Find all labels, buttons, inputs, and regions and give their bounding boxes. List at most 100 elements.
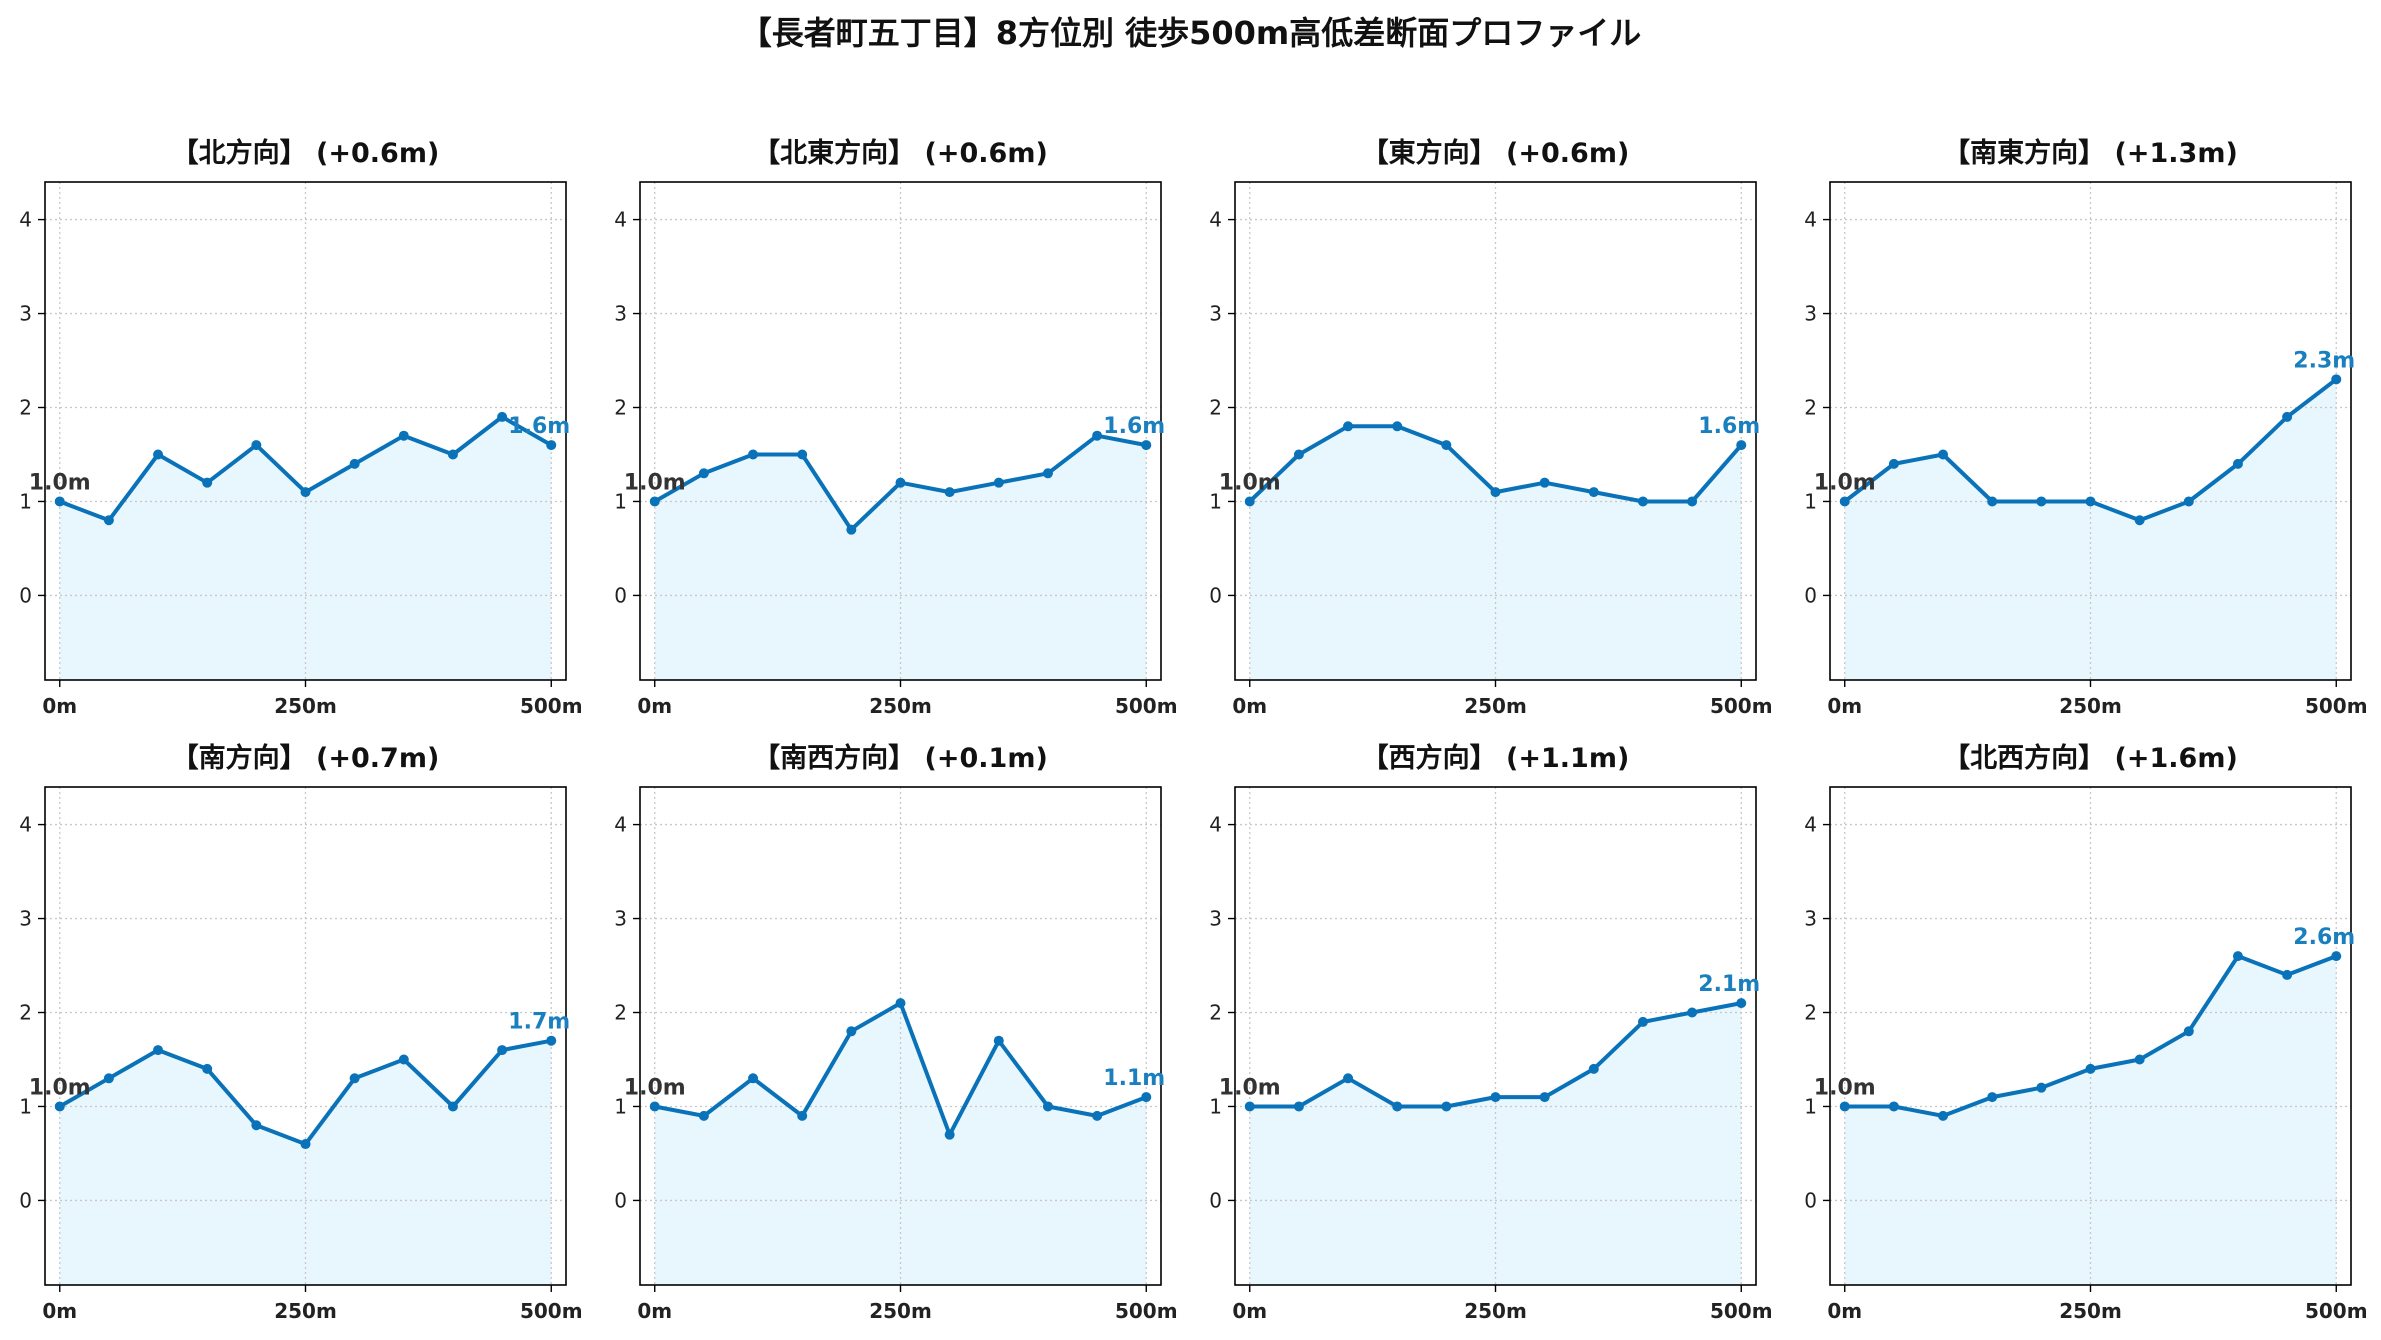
chart-panel: 【北西方向】 (+1.6m) 0 1 2 3 4 0m 250m 500m 1.0m 2.6m <box>1804 742 2367 1323</box>
data-point <box>2331 951 2342 962</box>
panel-title: 【東方向】 (+0.6m) <box>1362 137 1630 169</box>
data-point <box>1637 1016 1648 1027</box>
start-value-label: 1.0m <box>29 1075 91 1100</box>
y-tick-label: 4 <box>1209 813 1222 837</box>
data-point <box>846 1026 857 1037</box>
data-point <box>2282 411 2293 422</box>
data-point <box>1839 1101 1850 1112</box>
chart-panel: 【南西方向】 (+0.1m) 0 1 2 3 4 0m 250m 500m 1.0m 1.1m <box>614 742 1177 1323</box>
data-point <box>103 1073 114 1084</box>
data-point <box>1687 496 1698 507</box>
start-value-label: 1.0m <box>1219 1075 1281 1100</box>
x-tick-label: 250m <box>1464 1299 1527 1323</box>
data-point <box>1938 449 1949 460</box>
data-point <box>698 468 709 479</box>
end-value-label: 1.7m <box>508 1010 570 1035</box>
data-point <box>349 458 360 469</box>
y-tick-label: 3 <box>614 302 627 326</box>
data-point <box>1539 477 1550 488</box>
y-tick-label: 1 <box>1209 1094 1222 1118</box>
start-value-label: 1.0m <box>1814 1075 1876 1100</box>
end-value-label: 1.6m <box>508 414 570 439</box>
y-tick-label: 0 <box>19 583 32 607</box>
x-tick-label: 250m <box>274 694 337 718</box>
data-point <box>2085 496 2096 507</box>
data-point <box>2085 1063 2096 1074</box>
data-point <box>1588 1063 1599 1074</box>
x-tick-label: 0m <box>1827 694 1862 718</box>
data-point <box>1293 449 1304 460</box>
data-point <box>944 487 955 498</box>
data-point <box>846 524 857 535</box>
y-tick-label: 4 <box>19 813 32 837</box>
data-point <box>1888 458 1899 469</box>
y-tick-label: 4 <box>614 208 627 232</box>
y-tick-label: 2 <box>1209 1001 1222 1025</box>
y-tick-label: 3 <box>19 302 32 326</box>
y-tick-label: 3 <box>19 907 32 931</box>
y-tick-label: 1 <box>1804 489 1817 513</box>
data-point <box>2134 1054 2145 1065</box>
data-point <box>1244 496 1255 507</box>
y-tick-label: 3 <box>614 907 627 931</box>
data-point <box>153 449 164 460</box>
x-tick-label: 0m <box>1232 1299 1267 1323</box>
data-point <box>1141 1092 1152 1103</box>
data-point <box>2282 969 2293 980</box>
data-point <box>1392 1101 1403 1112</box>
data-point <box>1588 487 1599 498</box>
data-point <box>153 1045 164 1056</box>
x-tick-label: 250m <box>2059 1299 2122 1323</box>
data-point <box>1042 1101 1053 1112</box>
y-tick-label: 4 <box>1209 208 1222 232</box>
start-value-label: 1.0m <box>1814 470 1876 495</box>
data-point <box>1343 1073 1354 1084</box>
area-fill <box>1844 379 2337 680</box>
data-point <box>546 440 557 451</box>
data-point <box>2232 951 2243 962</box>
y-tick-label: 2 <box>614 1001 627 1025</box>
data-point <box>1141 440 1152 451</box>
data-point <box>546 1035 557 1046</box>
y-tick-label: 1 <box>19 1094 32 1118</box>
y-tick-label: 0 <box>19 1188 32 1212</box>
chart-panel: 【北東方向】 (+0.6m) 0 1 2 3 4 0m 250m 500m 1.0m 1.6m <box>614 137 1177 718</box>
chart-panel: 【南方向】 (+0.7m) 0 1 2 3 4 0m 250m 500m 1.0m 1.7m <box>19 742 582 1323</box>
data-point <box>1441 440 1452 451</box>
start-value-label: 1.0m <box>1219 470 1281 495</box>
data-point <box>2134 515 2145 526</box>
y-tick-label: 4 <box>19 208 32 232</box>
area-fill <box>1249 1003 1742 1285</box>
data-point <box>2036 496 2047 507</box>
data-point <box>1736 998 1747 1009</box>
x-tick-label: 250m <box>869 1299 932 1323</box>
x-tick-label: 500m <box>520 694 583 718</box>
data-point <box>2331 374 2342 385</box>
data-point <box>1839 496 1850 507</box>
data-point <box>2183 1026 2194 1037</box>
data-point <box>649 1101 660 1112</box>
x-tick-label: 250m <box>869 694 932 718</box>
end-value-label: 1.6m <box>1698 414 1760 439</box>
panel-title: 【南西方向】 (+0.1m) <box>753 742 1048 774</box>
data-point <box>447 449 458 460</box>
data-point <box>2232 458 2243 469</box>
data-point <box>1539 1092 1550 1103</box>
data-point <box>251 1120 262 1131</box>
y-tick-label: 0 <box>1209 1188 1222 1212</box>
data-point <box>1244 1101 1255 1112</box>
x-tick-label: 0m <box>42 1299 77 1323</box>
y-tick-label: 0 <box>614 1188 627 1212</box>
x-tick-label: 500m <box>520 1299 583 1323</box>
data-point <box>202 1063 213 1074</box>
y-tick-label: 0 <box>1804 1188 1817 1212</box>
x-tick-label: 250m <box>274 1299 337 1323</box>
data-point <box>497 1045 508 1056</box>
y-tick-label: 0 <box>1804 583 1817 607</box>
panel-title: 【南東方向】 (+1.3m) <box>1943 137 2238 169</box>
data-point <box>497 411 508 422</box>
data-point <box>797 1110 808 1121</box>
data-point <box>447 1101 458 1112</box>
data-point <box>300 487 311 498</box>
data-point <box>251 440 262 451</box>
